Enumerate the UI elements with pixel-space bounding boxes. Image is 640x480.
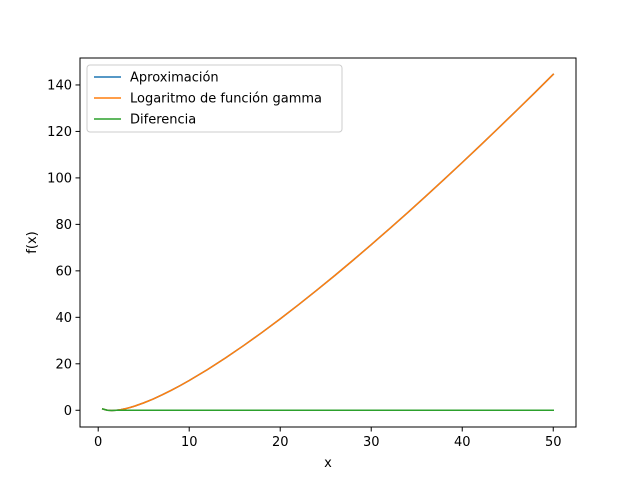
y-axis-label: f(x) (25, 231, 40, 253)
y-axis-ticks: 0 20 40 60 80 100 120 140 (47, 78, 80, 419)
y-tick-label: 80 (55, 218, 72, 233)
y-tick-label: 100 (47, 171, 72, 186)
x-tick-label: 0 (94, 435, 102, 450)
y-tick-label: 60 (55, 264, 72, 279)
y-tick-label: 40 (55, 311, 72, 326)
y-tick-label: 120 (47, 125, 72, 140)
series-layer (101, 73, 555, 412)
series-line-3 (101, 408, 554, 412)
x-tick-label: 20 (272, 435, 289, 450)
legend-label-2: Logaritmo de función gamma (130, 92, 322, 107)
legend: Aproximación Logaritmo de función gamma Di… (86, 64, 343, 133)
x-tick-label: 50 (545, 435, 562, 450)
x-tick-label: 40 (454, 435, 471, 450)
y-tick-label: 20 (55, 357, 72, 372)
x-axis-ticks: 0 10 20 30 40 50 (94, 427, 562, 450)
x-axis-label: x (324, 456, 332, 471)
x-tick-label: 30 (363, 435, 380, 450)
y-tick-label: 140 (47, 78, 72, 93)
axes-frame (79, 57, 577, 428)
legend-box (86, 64, 343, 133)
legend-label-1: Aproximación (130, 71, 219, 86)
legend-label-3: Diferencia (130, 113, 196, 128)
series-line-2 (101, 73, 555, 412)
x-tick-label: 10 (181, 435, 198, 450)
y-tick-label: 0 (64, 404, 72, 419)
